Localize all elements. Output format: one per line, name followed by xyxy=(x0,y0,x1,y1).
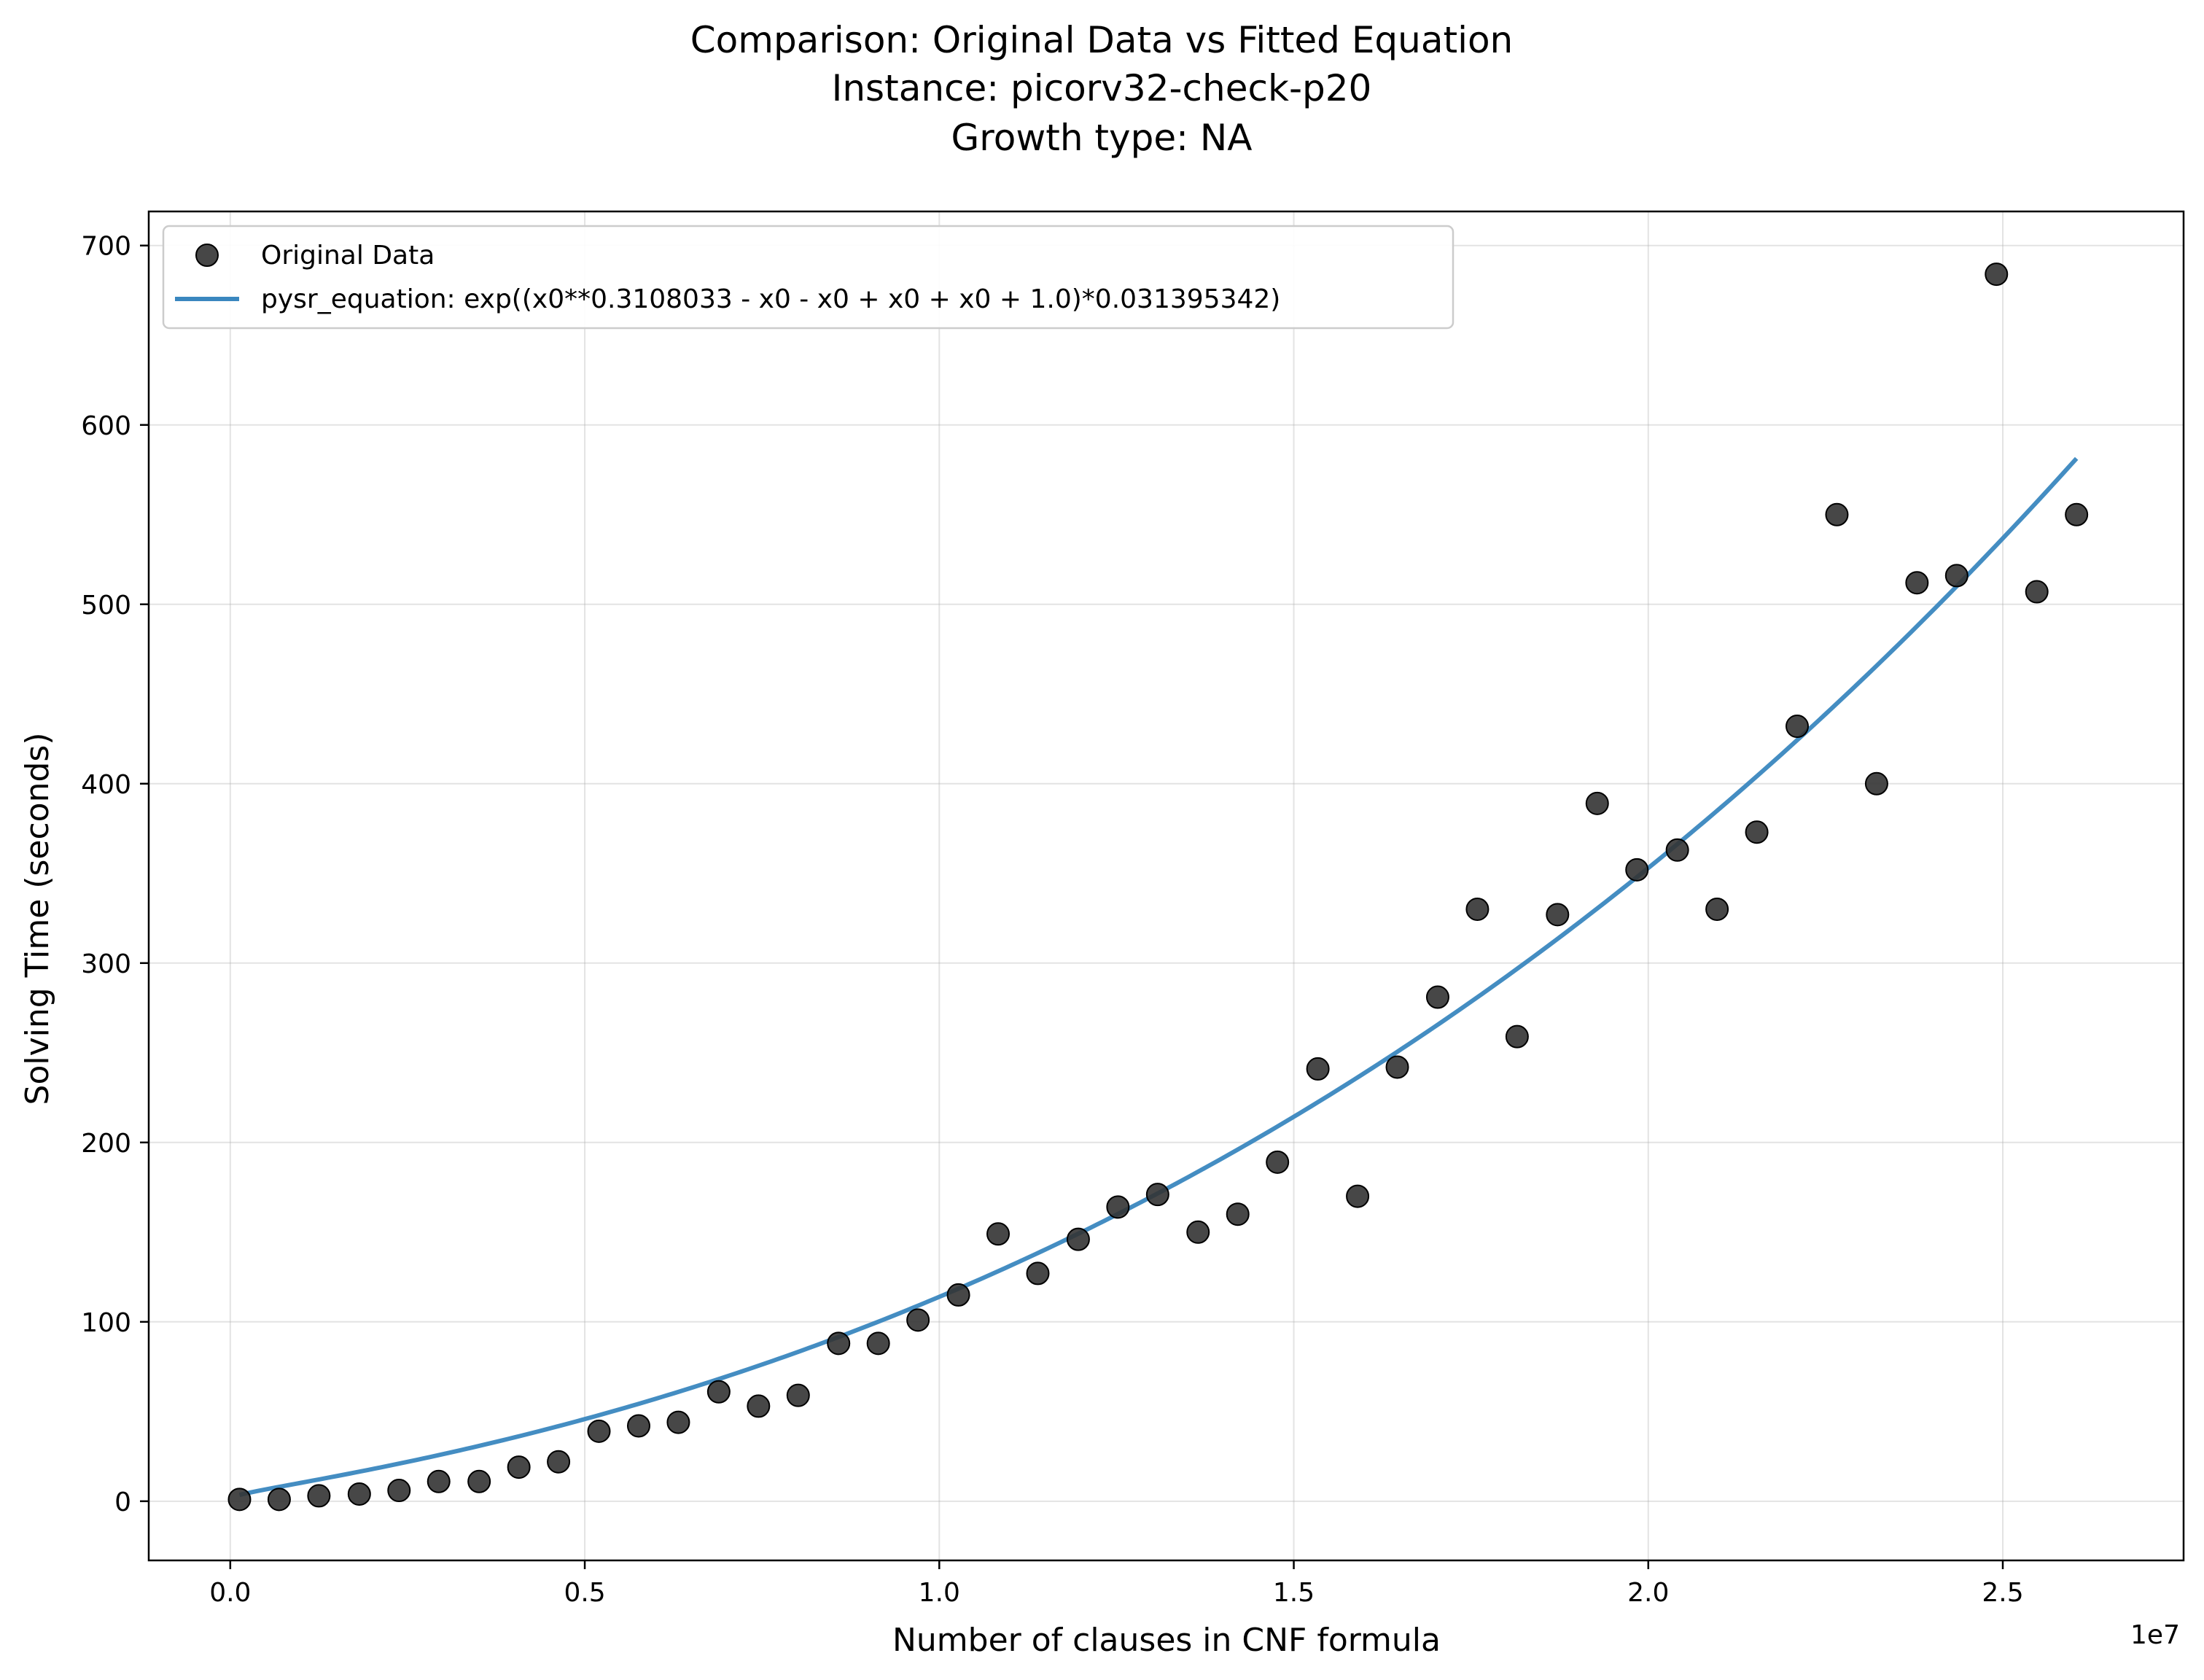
data-point xyxy=(1186,1220,1210,1244)
x-tick-label: 2.5 xyxy=(1982,1578,2023,1608)
data-point xyxy=(1905,571,1929,595)
data-point xyxy=(747,1394,771,1418)
data-point xyxy=(1505,1024,1529,1049)
data-point xyxy=(1385,1055,1409,1079)
data-point xyxy=(1864,771,1888,796)
x-axis-label: Number of clauses in CNF formula xyxy=(892,1622,1441,1659)
x-tick-label: 0.0 xyxy=(209,1578,251,1608)
legend-label-fitted-equation: pysr_equation: exp((x0**0.3108033 - x0 -… xyxy=(261,284,1280,314)
x-tick-label: 1.0 xyxy=(919,1578,960,1608)
data-point xyxy=(587,1419,611,1443)
y-tick-label: 0 xyxy=(114,1488,131,1517)
plot-area-frame xyxy=(147,210,2185,1562)
data-point xyxy=(1266,1150,1290,1174)
data-point xyxy=(1745,820,1769,844)
data-point xyxy=(307,1484,331,1508)
data-point xyxy=(547,1450,571,1474)
data-point xyxy=(1786,715,1810,739)
legend: Original Data pysr_equation: exp((x0**0.… xyxy=(162,225,1455,330)
data-point xyxy=(1106,1195,1130,1219)
data-point xyxy=(1026,1261,1050,1286)
chart-title-line-2: Instance: picorv32-check-p20 xyxy=(832,67,1372,109)
data-point xyxy=(786,1383,810,1407)
legend-box xyxy=(162,225,1455,330)
y-axis-label: Solving Time (seconds) xyxy=(19,733,56,1105)
data-point xyxy=(2065,502,2089,526)
legend-label-original-data: Original Data xyxy=(261,241,435,271)
data-point xyxy=(2025,580,2049,604)
data-point xyxy=(227,1488,252,1512)
y-tick-label: 200 xyxy=(81,1129,131,1159)
axis-ticks: 0.0 0.5 1.0 1.5 2.0 2.5 0 100 200 300 400 500 600 700 xyxy=(81,232,2023,1608)
data-point xyxy=(706,1380,731,1404)
data-point xyxy=(1346,1184,1370,1208)
y-tick-label: 700 xyxy=(81,232,131,262)
data-point xyxy=(267,1488,291,1512)
data-point xyxy=(387,1479,411,1503)
chart-title-line-1: Comparison: Original Data vs Fitted Equa… xyxy=(690,19,1514,61)
data-point xyxy=(1226,1202,1250,1226)
x-axis-offset-label: 1e7 xyxy=(2130,1620,2180,1650)
data-point xyxy=(906,1308,930,1332)
data-point xyxy=(1705,897,1729,921)
y-tick-label: 500 xyxy=(81,591,131,621)
data-point xyxy=(626,1414,650,1438)
chart-title-line-3: Growth type: NA xyxy=(951,117,1253,159)
data-point xyxy=(1944,564,1969,588)
data-point xyxy=(1625,858,1649,882)
data-point xyxy=(1306,1057,1330,1081)
data-point xyxy=(827,1331,851,1356)
x-tick-label: 2.0 xyxy=(1627,1578,1669,1608)
data-points-layer xyxy=(227,262,2089,1512)
data-point xyxy=(427,1469,451,1493)
data-point xyxy=(1546,903,1570,927)
data-point xyxy=(666,1410,690,1434)
data-point xyxy=(1665,838,1689,862)
y-tick-label: 600 xyxy=(81,411,131,441)
data-point xyxy=(467,1469,491,1493)
data-point xyxy=(1066,1227,1090,1251)
y-tick-label: 400 xyxy=(81,770,131,800)
data-point xyxy=(946,1283,970,1307)
y-tick-label: 100 xyxy=(81,1308,131,1338)
data-point xyxy=(1985,262,2009,287)
data-point xyxy=(1465,897,1490,921)
data-point xyxy=(1585,791,1609,815)
data-point xyxy=(1825,502,1849,526)
data-point xyxy=(347,1482,371,1506)
data-point xyxy=(1145,1183,1169,1207)
data-point xyxy=(507,1455,531,1479)
legend-marker-original-data xyxy=(195,244,219,267)
data-point xyxy=(986,1222,1011,1246)
x-tick-label: 0.5 xyxy=(564,1578,605,1608)
data-point xyxy=(1425,985,1449,1009)
data-point xyxy=(866,1331,890,1356)
x-tick-label: 1.5 xyxy=(1273,1578,1315,1608)
y-tick-label: 300 xyxy=(81,949,131,979)
